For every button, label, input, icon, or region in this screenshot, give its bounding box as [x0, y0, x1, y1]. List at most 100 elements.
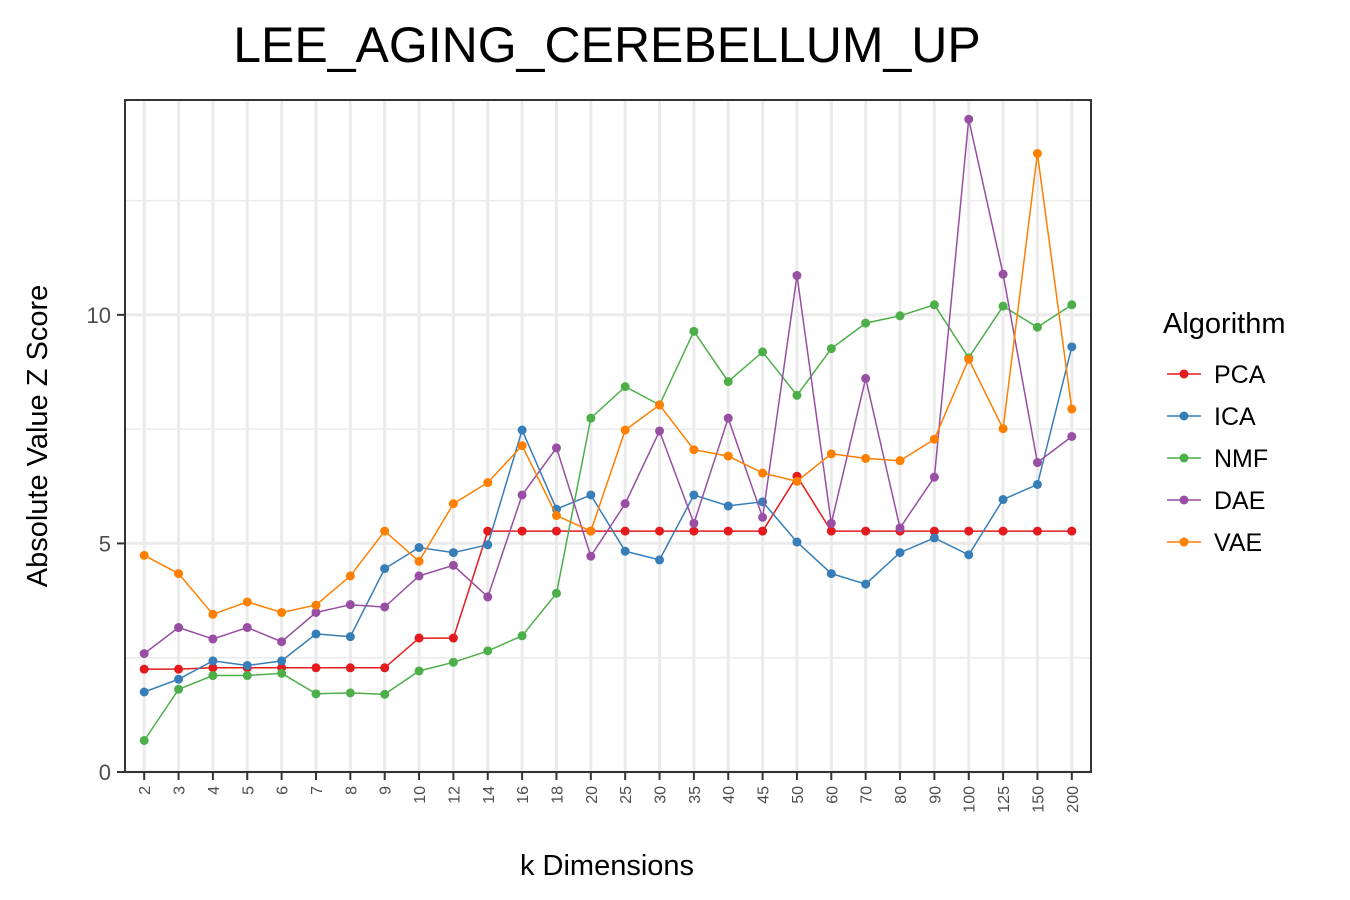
data-point-dae [586, 551, 596, 561]
data-point-pca [448, 633, 458, 643]
data-point-dae [345, 600, 355, 610]
legend-swatch-point [1179, 369, 1189, 379]
data-point-nmf [483, 646, 493, 656]
x-tick-label: 10 [412, 786, 429, 804]
data-point-nmf [380, 689, 390, 699]
legend-label: DAE [1214, 487, 1265, 515]
data-point-ica [277, 656, 287, 666]
data-point-pca [1032, 526, 1042, 536]
x-tick-label: 20 [584, 786, 601, 804]
data-point-ica [345, 632, 355, 642]
x-axis-title: k Dimensions [520, 850, 694, 882]
data-point-ica [689, 490, 699, 500]
data-point-ica [1032, 479, 1042, 489]
data-point-nmf [689, 326, 699, 336]
legend-item-vae: VAE [1167, 529, 1262, 557]
data-point-pca [723, 526, 733, 536]
data-point-dae [861, 373, 871, 383]
data-point-vae [964, 354, 974, 364]
x-tick-label: 70 [859, 786, 876, 804]
data-point-nmf [208, 671, 218, 681]
data-point-pca [964, 526, 974, 536]
data-point-pca [139, 664, 149, 674]
data-point-vae [139, 550, 149, 560]
data-point-dae [998, 269, 1008, 279]
series-ica [139, 342, 1077, 697]
x-tick-label: 80 [893, 786, 910, 804]
data-point-pca [174, 664, 184, 674]
data-point-dae [1067, 431, 1077, 441]
data-point-dae [792, 271, 802, 281]
legend-item-dae: DAE [1167, 487, 1265, 515]
data-point-pca [655, 526, 665, 536]
data-point-dae [723, 413, 733, 423]
legend-swatch-point [1179, 495, 1189, 505]
data-point-dae [620, 499, 630, 509]
legend-item-pca: PCA [1167, 361, 1266, 389]
data-point-vae [414, 556, 424, 566]
legend-swatch-point [1179, 453, 1189, 463]
x-tick-label: 100 [962, 786, 979, 813]
data-point-pca [826, 526, 836, 536]
data-point-vae [345, 571, 355, 581]
legend: Algorithm PCA ICA NMF DAE VAE [1163, 308, 1286, 557]
data-point-nmf [895, 311, 905, 321]
data-point-pca [861, 526, 871, 536]
plot-border [124, 99, 1092, 773]
data-point-nmf [517, 631, 527, 641]
data-point-pca [551, 526, 561, 536]
data-point-pca [345, 663, 355, 673]
data-point-vae [208, 609, 218, 619]
data-point-dae [277, 637, 287, 647]
data-point-vae [448, 499, 458, 509]
data-point-vae [242, 597, 252, 607]
x-tick-label: 45 [756, 786, 773, 804]
y-tick-label: 10 [87, 303, 111, 328]
data-point-dae [242, 623, 252, 633]
data-point-vae [483, 478, 493, 488]
data-point-ica [929, 533, 939, 543]
data-point-dae [1032, 458, 1042, 468]
data-point-nmf [139, 735, 149, 745]
series-nmf [139, 300, 1077, 745]
legend-label: PCA [1214, 361, 1266, 389]
data-point-dae [758, 512, 768, 522]
data-point-nmf [277, 668, 287, 678]
data-point-vae [689, 445, 699, 455]
data-point-vae [586, 526, 596, 536]
data-point-ica [139, 687, 149, 697]
data-point-nmf [620, 382, 630, 392]
data-point-nmf [551, 588, 561, 598]
data-point-nmf [414, 666, 424, 676]
x-tick-label: 14 [481, 786, 498, 804]
y-tick-label: 5 [99, 531, 111, 556]
data-point-nmf [242, 671, 252, 681]
x-tick-label: 40 [721, 786, 738, 804]
chart-title: LEE_AGING_CEREBELLUM_UP [233, 17, 981, 73]
y-tick-label: 0 [99, 760, 111, 785]
x-tick-label: 30 [653, 786, 670, 804]
x-tick-label: 60 [824, 786, 841, 804]
data-point-dae [414, 571, 424, 581]
data-point-vae [792, 476, 802, 486]
series-lines [139, 114, 1077, 745]
data-point-vae [174, 569, 184, 579]
series-vae [139, 148, 1077, 619]
legend-label: ICA [1214, 403, 1256, 431]
data-point-nmf [311, 689, 321, 699]
data-point-vae [861, 453, 871, 463]
legend-item-ica: ICA [1167, 403, 1256, 431]
data-point-nmf [586, 413, 596, 423]
data-point-ica [964, 550, 974, 560]
data-point-nmf [826, 344, 836, 354]
data-point-pca [1067, 526, 1077, 536]
data-point-vae [517, 441, 527, 451]
data-point-pca [414, 633, 424, 643]
data-point-vae [826, 449, 836, 459]
series-line-vae [143, 153, 1073, 616]
data-point-ica [1067, 342, 1077, 352]
data-point-pca [998, 526, 1008, 536]
data-point-nmf [448, 657, 458, 667]
data-point-vae [655, 400, 665, 410]
